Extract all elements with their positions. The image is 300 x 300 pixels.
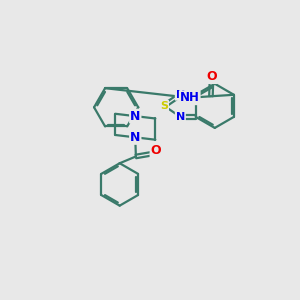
Text: N: N: [130, 110, 140, 123]
Text: N: N: [130, 131, 140, 144]
Text: N: N: [176, 90, 185, 100]
Text: N: N: [176, 112, 185, 122]
Text: S: S: [160, 101, 168, 111]
Text: NH: NH: [180, 91, 200, 104]
Text: O: O: [206, 70, 217, 83]
Text: O: O: [151, 144, 161, 157]
